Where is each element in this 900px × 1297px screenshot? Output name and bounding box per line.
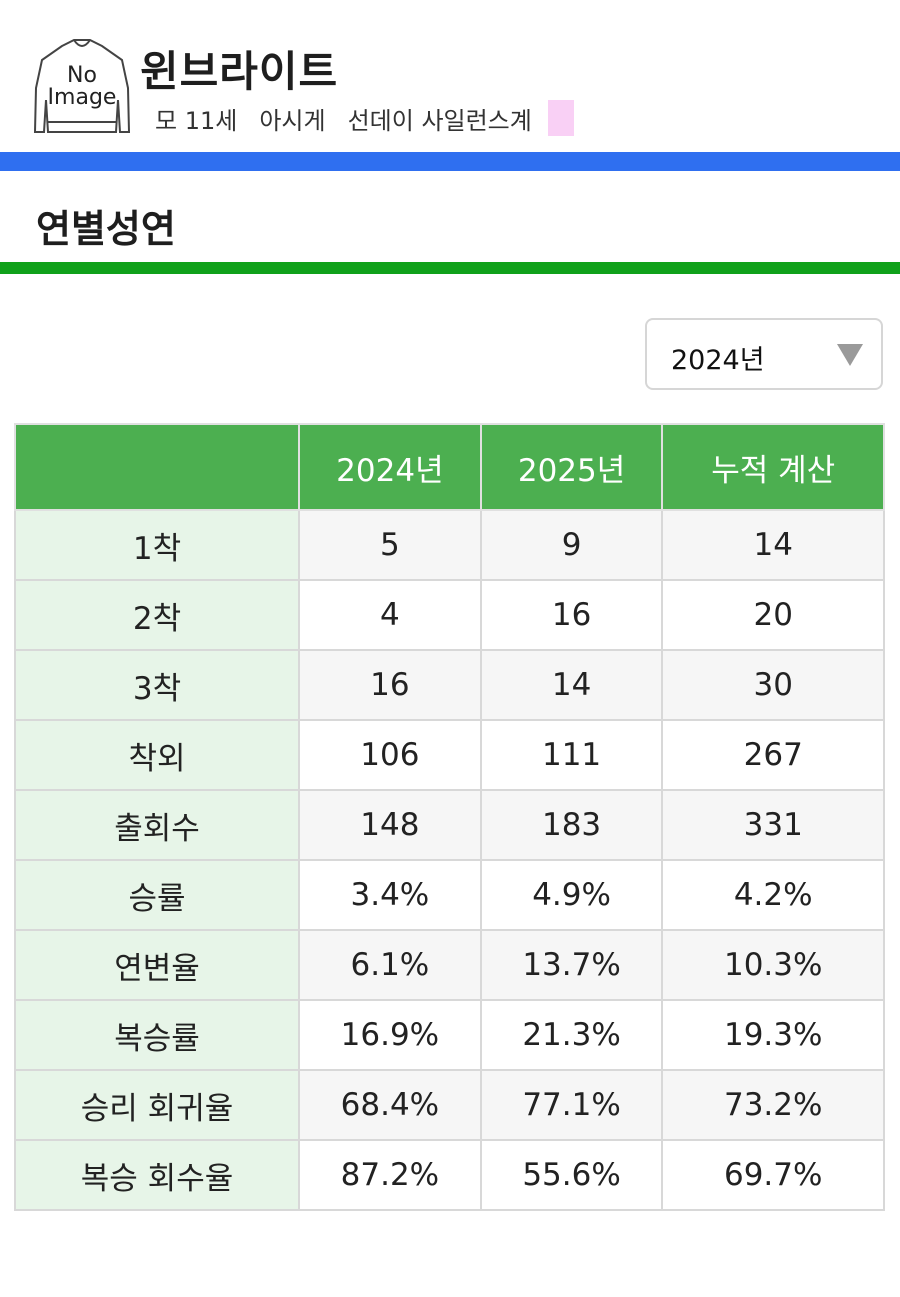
header-cell-cumulative: 누적 계산 [661,423,885,511]
yearly-stats-table: 2024년 2025년 누적 계산 1착 5 9 14 2착 4 16 20 3… [13,423,885,1211]
horse-coat-color: 아시게 [259,106,326,135]
table-header-row: 2024년 2025년 누적 계산 [13,423,885,511]
cell-cumulative: 20 [661,579,885,651]
cell-2025: 55.6% [479,1139,664,1211]
table-row: 착외 106 111 267 [13,719,885,791]
cell-cumulative: 10.3% [661,929,885,1001]
cell-2024: 16 [298,649,482,721]
row-label: 출회수 [13,789,301,861]
cell-2024: 3.4% [298,859,482,931]
table-row: 승리 회귀율 68.4% 77.1% 73.2% [13,1069,885,1141]
cell-2025: 16 [479,579,664,651]
cell-2024: 16.9% [298,999,482,1071]
cell-2025: 4.9% [479,859,664,931]
no-image-jacket-icon: No Image [32,38,132,136]
table-row: 3착 16 14 30 [13,649,885,721]
cell-2025: 111 [479,719,664,791]
year-select-value: 2024년 [671,345,765,376]
cell-2024: 68.4% [298,1069,482,1141]
row-label: 승리 회귀율 [13,1069,301,1141]
cell-cumulative: 19.3% [661,999,885,1071]
year-select[interactable]: 2024년 [645,318,883,390]
cell-cumulative: 14 [661,509,885,581]
dropdown-triangle-icon [837,344,863,366]
horse-header: No Image 윈브라이트 모 11세 아시게 선데이 사일런스계 [0,0,900,152]
table-row: 승률 3.4% 4.9% 4.2% [13,859,885,931]
table-row: 복승 회수율 87.2% 55.6% 69.7% [13,1139,885,1211]
cell-2025: 13.7% [479,929,664,1001]
header-cell-2025: 2025년 [479,423,664,511]
table-row: 출회수 148 183 331 [13,789,885,861]
table-row: 2착 4 16 20 [13,579,885,651]
cell-2025: 77.1% [479,1069,664,1141]
table-row: 복승률 16.9% 21.3% 19.3% [13,999,885,1071]
horse-name: 윈브라이트 [140,47,339,96]
cell-2025: 9 [479,509,664,581]
cell-cumulative: 331 [661,789,885,861]
horse-meta: 모 11세 아시게 선데이 사일런스계 [155,100,574,136]
cell-2025: 183 [479,789,664,861]
cell-cumulative: 267 [661,719,885,791]
table-row: 연변율 6.1% 13.7% 10.3% [13,929,885,1001]
cell-2024: 4 [298,579,482,651]
cell-2024: 87.2% [298,1139,482,1211]
no-image-line1: No [67,63,97,88]
cell-2024: 5 [298,509,482,581]
header-cell-2024: 2024년 [298,423,482,511]
horse-sex-age: 모 11세 [155,106,238,135]
section-divider-bar [0,262,900,274]
row-label: 복승 회수율 [13,1139,301,1211]
row-label: 3착 [13,649,301,721]
section-title: 연별성연 [36,207,176,251]
cell-2024: 148 [298,789,482,861]
header-cell-blank [13,423,301,511]
cell-cumulative: 73.2% [661,1069,885,1141]
cell-cumulative: 4.2% [661,859,885,931]
row-label: 복승률 [13,999,301,1071]
row-label: 연변율 [13,929,301,1001]
table-row: 1착 5 9 14 [13,509,885,581]
cell-2025: 14 [479,649,664,721]
no-image-line2: Image [48,85,117,110]
cell-2024: 106 [298,719,482,791]
cell-cumulative: 30 [661,649,885,721]
cell-cumulative: 69.7% [661,1139,885,1211]
cell-2024: 6.1% [298,929,482,1001]
row-label: 착외 [13,719,301,791]
silks-color-swatch [547,100,574,136]
row-label: 2착 [13,579,301,651]
cell-2025: 21.3% [479,999,664,1071]
row-label: 1착 [13,509,301,581]
header-divider-bar [0,152,900,171]
horse-sire-line: 선데이 사일런스계 [347,106,532,135]
row-label: 승률 [13,859,301,931]
